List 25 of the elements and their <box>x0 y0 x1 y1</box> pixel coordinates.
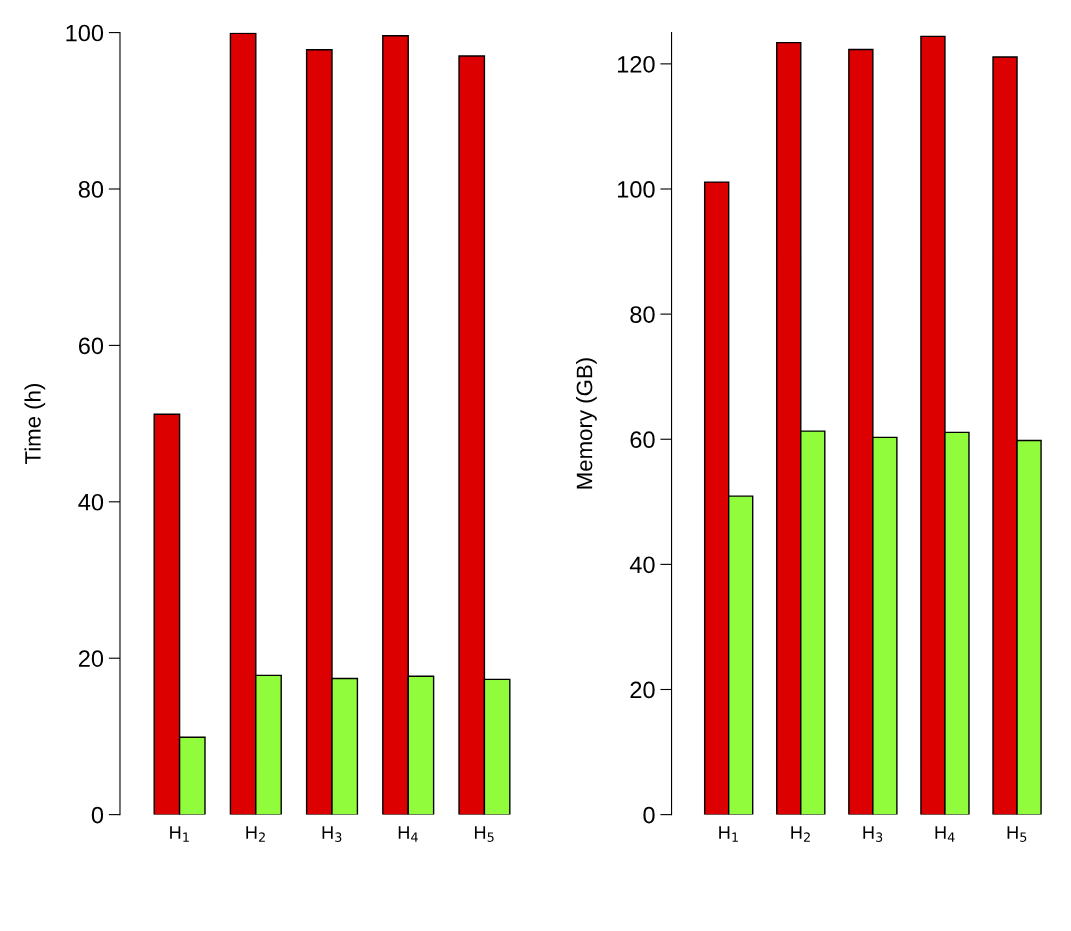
y-tick-label: 80 <box>78 181 104 198</box>
y-tick-label: 0 <box>91 806 104 824</box>
x-tick-label: H$_{2}$ <box>791 826 810 842</box>
x-tick-label: H$_{1}$ <box>170 826 189 842</box>
x-tick-label: H$_{2}$ <box>246 826 265 842</box>
x-tick-label: H$_{1}$ <box>719 826 738 842</box>
x-tick-label: H$_{4}$ <box>935 826 955 842</box>
x-tick-label: H$_{5}$ <box>1007 826 1027 842</box>
y-tick-label: 80 <box>630 306 655 323</box>
x-tick-label: H$_{5}$ <box>474 826 494 842</box>
y-tick-label: 120 <box>617 55 655 73</box>
y-axis-title: Memory (GB) <box>576 358 597 489</box>
y-tick-label: 20 <box>630 681 655 699</box>
y-tick-label: 60 <box>78 337 104 355</box>
x-tick-label: H$_{3}$ <box>863 826 883 842</box>
y-tick-label: 100 <box>617 181 655 198</box>
y-tick-label: 100 <box>66 24 104 42</box>
y-tick-label: 60 <box>630 431 655 449</box>
y-tick-label: 20 <box>78 650 104 667</box>
x-tick-label: H$_{3}$ <box>322 826 342 842</box>
y-axis-title: Time (h) <box>24 384 46 465</box>
y-tick-label: 40 <box>629 556 655 574</box>
y-tick-label: 40 <box>78 493 104 511</box>
x-tick-label: H$_{4}$ <box>398 826 418 842</box>
y-tick-label: 0 <box>643 806 655 824</box>
